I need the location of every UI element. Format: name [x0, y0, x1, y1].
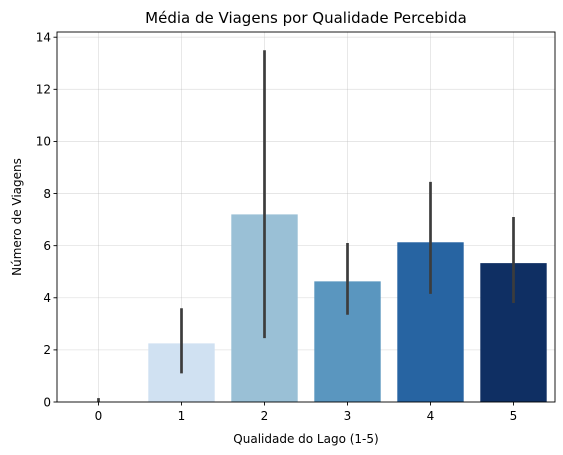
y-tick-label: 0: [43, 395, 51, 409]
plot-frame: [56, 31, 556, 403]
x-axis-label: Qualidade do Lago (1-5): [233, 432, 378, 446]
y-tick-label: 14: [36, 31, 51, 45]
x-tick-label: 3: [344, 409, 352, 423]
y-tick-label: 4: [43, 291, 51, 305]
x-tick-label: 5: [510, 409, 518, 423]
x-tick-label: 1: [178, 409, 186, 423]
y-tick-label: 12: [36, 83, 51, 97]
x-tick-label: 2: [261, 409, 269, 423]
y-tick-label: 2: [43, 343, 51, 357]
x-tick-label: 0: [95, 409, 103, 423]
y-axis-label: Número de Viagens: [10, 158, 24, 276]
x-axis: 0 1 2 3 4 5: [95, 402, 518, 423]
y-tick-label: 8: [43, 187, 51, 201]
y-tick-label: 10: [36, 135, 51, 149]
x-tick-label: 4: [427, 409, 435, 423]
chart-title: Média de Viagens por Qualidade Percebida: [145, 9, 467, 27]
error-bars: [97, 50, 515, 402]
y-axis: 0 2 4 6 8 10 12 14: [36, 31, 57, 409]
y-tick-label: 6: [43, 239, 51, 253]
